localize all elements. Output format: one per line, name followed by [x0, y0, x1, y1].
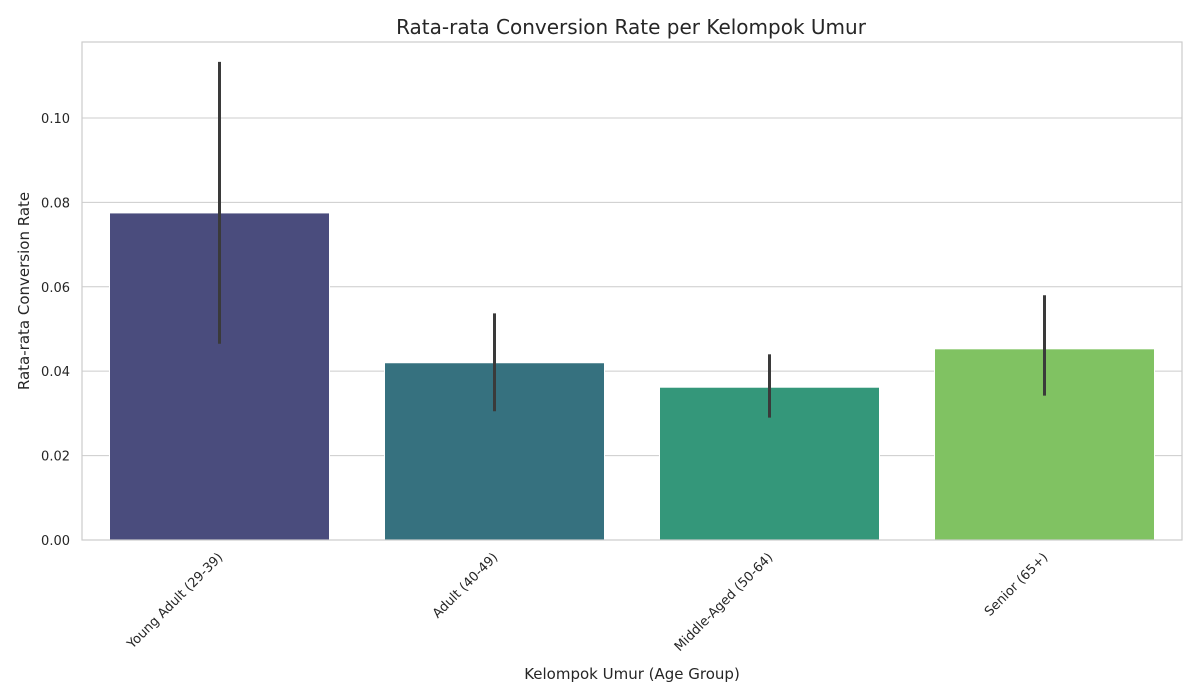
- x-axis-label: Kelompok Umur (Age Group): [524, 665, 740, 683]
- y-tick-label: 0.00: [41, 534, 70, 549]
- x-tick-labels: Young Adult (29-39) Adult (40-49) Middle-A…: [124, 550, 1051, 655]
- x-tick-label: Senior (65+): [982, 550, 1051, 619]
- chart-title: Rata-rata Conversion Rate per Kelompok U…: [396, 15, 867, 39]
- y-tick-label: 0.06: [41, 281, 70, 296]
- y-tick-label: 0.08: [41, 196, 70, 211]
- error-bar-layer: [218, 61, 1046, 418]
- x-tick-label: Middle-Aged (50-64): [672, 550, 777, 655]
- y-tick-labels: 0.00 0.02 0.04 0.06 0.08 0.10: [41, 112, 70, 549]
- y-axis-label: Rata-rata Conversion Rate: [15, 192, 33, 390]
- y-tick-label: 0.04: [41, 365, 70, 380]
- bar-layer: [109, 212, 1155, 541]
- plot-frame: [81, 41, 1183, 541]
- y-tick-label: 0.02: [41, 450, 70, 465]
- y-tick-label: 0.10: [41, 112, 70, 127]
- x-tick-label: Adult (40-49): [430, 550, 501, 621]
- x-tick-label: Young Adult (29-39): [124, 550, 226, 652]
